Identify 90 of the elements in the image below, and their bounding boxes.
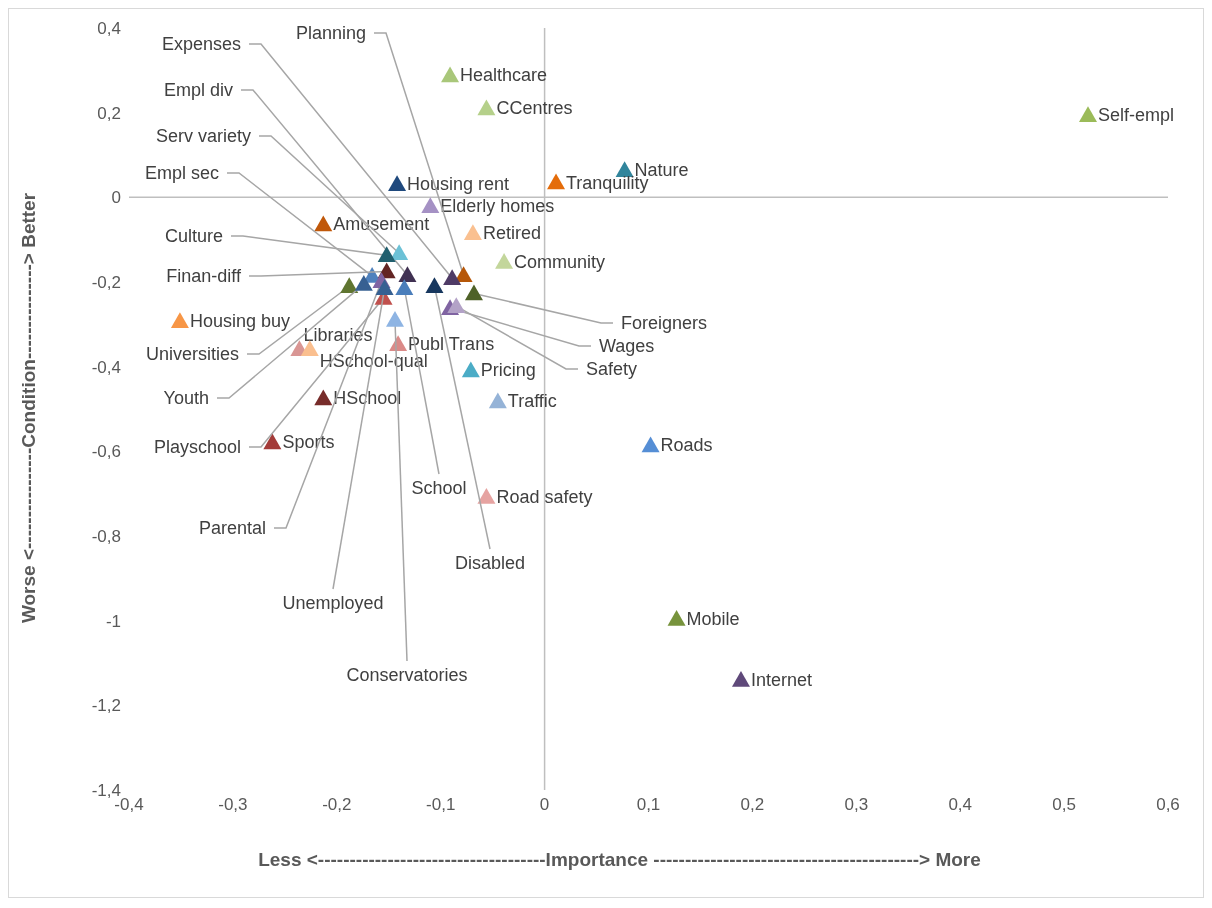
- point: [441, 66, 460, 83]
- y-axis-title: Worse <----------------Condition---------------> Better: [18, 191, 40, 626]
- text: Planning: [295, 23, 366, 43]
- point: [495, 253, 514, 269]
- series-label: CCentres: [496, 98, 573, 119]
- series-label: Community: [514, 252, 606, 273]
- y-tick-label: -0,4: [91, 357, 121, 377]
- text: Wages: [599, 336, 655, 356]
- point: [170, 312, 189, 329]
- text: Unemployed: [282, 593, 384, 613]
- y-tick-label: 0: [111, 188, 121, 208]
- point: [388, 175, 407, 191]
- series-label: Retired: [482, 223, 541, 244]
- x-tick-label: 0,1: [636, 795, 661, 815]
- series-label: Sports: [282, 432, 335, 453]
- point: [443, 269, 462, 285]
- x-tick-label: -0,2: [322, 795, 352, 815]
- series-label: Internet: [750, 669, 813, 690]
- series-label: Housing rent: [407, 174, 510, 195]
- point: [395, 279, 414, 296]
- point: [461, 361, 480, 378]
- text: Conservatories: [346, 665, 468, 685]
- point: [314, 215, 333, 232]
- text: Playschool: [153, 437, 241, 457]
- point: [314, 389, 333, 406]
- text: Culture: [164, 226, 223, 246]
- series-label: Amusement: [333, 214, 430, 235]
- series-label: HSchool: [333, 388, 402, 409]
- point: [477, 99, 496, 116]
- point: [615, 161, 634, 177]
- series-label: Road safety: [496, 487, 593, 508]
- point: [425, 277, 444, 293]
- text: Empl div: [163, 80, 233, 100]
- point: [385, 311, 404, 327]
- x-tick-label: 0,2: [740, 795, 765, 815]
- point: [421, 197, 440, 213]
- series-label: Housing buy: [189, 311, 290, 332]
- point: [398, 266, 417, 282]
- series-label: Traffic: [507, 391, 557, 412]
- point: [375, 279, 394, 296]
- point: [447, 297, 466, 313]
- point: [340, 277, 359, 293]
- point: [463, 224, 482, 241]
- x-tick-label: 0,3: [844, 795, 869, 815]
- x-axis-title: Less <------------------------------------Importance ------------------------------------------> More: [257, 849, 982, 871]
- series-label: Healthcare: [460, 65, 548, 86]
- point: [547, 173, 566, 190]
- text: Youth: [163, 388, 209, 408]
- point: [377, 246, 396, 263]
- y-tick-label: -1,2: [91, 696, 121, 716]
- point: [300, 340, 319, 357]
- series-label: Elderly homes: [440, 196, 555, 217]
- point: [1079, 106, 1097, 122]
- point: [390, 244, 409, 260]
- y-tick-label: 0,2: [97, 103, 121, 123]
- point: [731, 670, 750, 687]
- point: [263, 433, 282, 450]
- series-label: Pricing: [480, 360, 536, 381]
- y-tick-label: -0,2: [91, 273, 121, 293]
- point: [477, 488, 496, 504]
- point: [667, 609, 686, 626]
- text: Safety: [586, 359, 638, 379]
- x-tick-label: 0,4: [948, 795, 973, 815]
- y-tick-label: -0,8: [91, 527, 121, 547]
- point: [354, 275, 373, 291]
- series-label: Libraries: [303, 325, 373, 346]
- x-tick-label: -0,3: [218, 795, 248, 815]
- x-tick-label: -0,1: [426, 795, 456, 815]
- series-label: Self-empl: [1098, 105, 1175, 126]
- y-tick-label: -0,6: [91, 442, 121, 462]
- text: Serv variety: [155, 126, 251, 146]
- point: [464, 284, 483, 301]
- text: Disabled: [454, 553, 526, 573]
- point: [641, 436, 660, 453]
- text: Parental: [198, 518, 266, 538]
- series-label: Mobile: [686, 608, 740, 629]
- series-label: Roads: [660, 435, 713, 456]
- x-tick-label: 0,6: [1156, 795, 1180, 815]
- text: Finan-diff: [166, 266, 242, 286]
- text: Universities: [145, 344, 239, 364]
- text: School: [411, 478, 467, 498]
- y-tick-label: -1: [105, 611, 121, 631]
- x-tick-label: 0: [539, 795, 550, 815]
- text: Empl sec: [144, 163, 219, 183]
- x-tick-label: 0,5: [1052, 795, 1076, 815]
- y-tick-label: -1,4: [91, 781, 121, 801]
- y-tick-label: 0,4: [97, 19, 121, 39]
- text: Foreigners: [621, 313, 708, 333]
- point: [488, 392, 507, 409]
- text: Expenses: [161, 34, 241, 54]
